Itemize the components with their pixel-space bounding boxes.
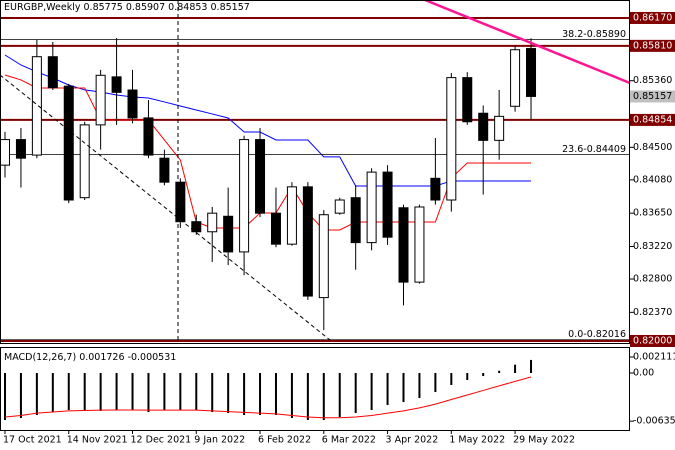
trend-line-dashed	[0, 74, 331, 341]
trend-line	[424, 0, 631, 85]
y-tick-label: 0.82800	[633, 274, 672, 285]
macd-title: MACD(12,26,7) 0.001726 -0.000531	[4, 352, 176, 363]
candle-body	[207, 212, 218, 233]
candle-body	[318, 214, 329, 299]
macd-name: MACD(12,26,7)	[4, 352, 76, 363]
candle-body	[494, 115, 505, 141]
candle-body	[414, 206, 425, 283]
candle-body	[127, 89, 138, 119]
level-label: 0.84854	[633, 114, 672, 125]
candle-body	[111, 76, 122, 93]
candle-body	[95, 74, 106, 126]
macd-y-tick-label: 0.002111	[633, 352, 675, 363]
x-tick-label: 6 Mar 2022	[322, 435, 376, 446]
candle-body	[47, 56, 58, 89]
y-tick-label: 0.84080	[633, 174, 672, 185]
candle-body	[478, 112, 489, 141]
x-tick-label: 12 Dec 2021	[131, 435, 192, 446]
macd-y-tick-label: -0.006353	[633, 416, 675, 427]
x-tick-label: 9 Jan 2022	[194, 435, 245, 446]
candle-body	[286, 186, 297, 245]
candle-body	[239, 139, 250, 253]
macd-y-tick-label: 0.00	[633, 368, 654, 379]
candle-body	[462, 77, 473, 123]
candle-body	[191, 221, 202, 233]
y-tick-label: 0.83650	[633, 208, 672, 219]
candle-body	[143, 117, 154, 156]
macd-value: 0.001726	[79, 352, 124, 363]
fib-label: 0.0-0.82016	[568, 329, 626, 340]
candle-body	[31, 56, 42, 156]
indicator-line	[4, 54, 532, 187]
last-price-box	[630, 90, 675, 103]
level-label-box	[630, 11, 675, 24]
y-tick-label: 0.85360	[633, 75, 672, 86]
candle-body	[175, 181, 186, 223]
candle-body	[366, 171, 377, 244]
macd-panel-border	[0, 347, 630, 431]
level-label: 0.85810	[633, 40, 672, 51]
x-tick-label: 14 Nov 2021	[67, 435, 128, 446]
x-tick-label: 1 May 2022	[449, 435, 505, 446]
candle-body	[526, 48, 537, 97]
level-label: 0.82000	[633, 335, 672, 346]
indicator-line	[4, 74, 532, 231]
candle-body	[334, 199, 345, 214]
candle-body	[270, 212, 281, 245]
price-panel-border	[0, 0, 630, 344]
candle-body	[302, 186, 313, 297]
candle-body	[63, 85, 74, 201]
macd-signal	[4, 376, 532, 419]
candle-body	[350, 197, 361, 244]
candle-body	[510, 49, 521, 107]
candle-body	[446, 77, 457, 201]
high-value: 0.85907	[126, 2, 165, 13]
candle-body	[398, 207, 409, 283]
y-tick-label: 0.82370	[633, 307, 672, 318]
y-tick-label: 0.83220	[633, 241, 672, 252]
candle-body	[430, 177, 441, 201]
candle-body	[255, 139, 266, 214]
fib-label: 38.2-0.85890	[562, 29, 626, 40]
candle-body	[382, 171, 393, 238]
x-tick-label: 17 Oct 2021	[3, 435, 62, 446]
candle-body	[223, 215, 234, 253]
open-value: 0.85775	[84, 2, 123, 13]
last-price-label: 0.85157	[633, 91, 672, 102]
fib-label: 23.6-0.84409	[562, 144, 626, 155]
level-label-box	[630, 334, 675, 347]
x-tick-label: 3 Apr 2022	[386, 435, 439, 446]
level-label-box	[630, 39, 675, 52]
signal-value: -0.000531	[128, 352, 177, 363]
level-label-box	[630, 113, 675, 126]
chart-title: EURGBP,Weekly 0.85775 0.85907 0.84853 0.…	[4, 2, 250, 13]
symbol: EURGBP,Weekly	[4, 2, 81, 13]
candle-body	[159, 157, 170, 183]
x-tick-label: 29 May 2022	[513, 435, 575, 446]
close-value: 0.85157	[211, 2, 250, 13]
y-tick-label: 0.84500	[633, 142, 672, 153]
price-panel	[0, 16, 630, 342]
low-value: 0.84853	[168, 2, 207, 13]
level-label: 0.86170	[633, 12, 672, 23]
candle-body	[15, 139, 26, 159]
candle-body	[0, 139, 10, 166]
x-tick-label: 6 Feb 2022	[258, 435, 311, 446]
candle-body	[79, 124, 90, 199]
